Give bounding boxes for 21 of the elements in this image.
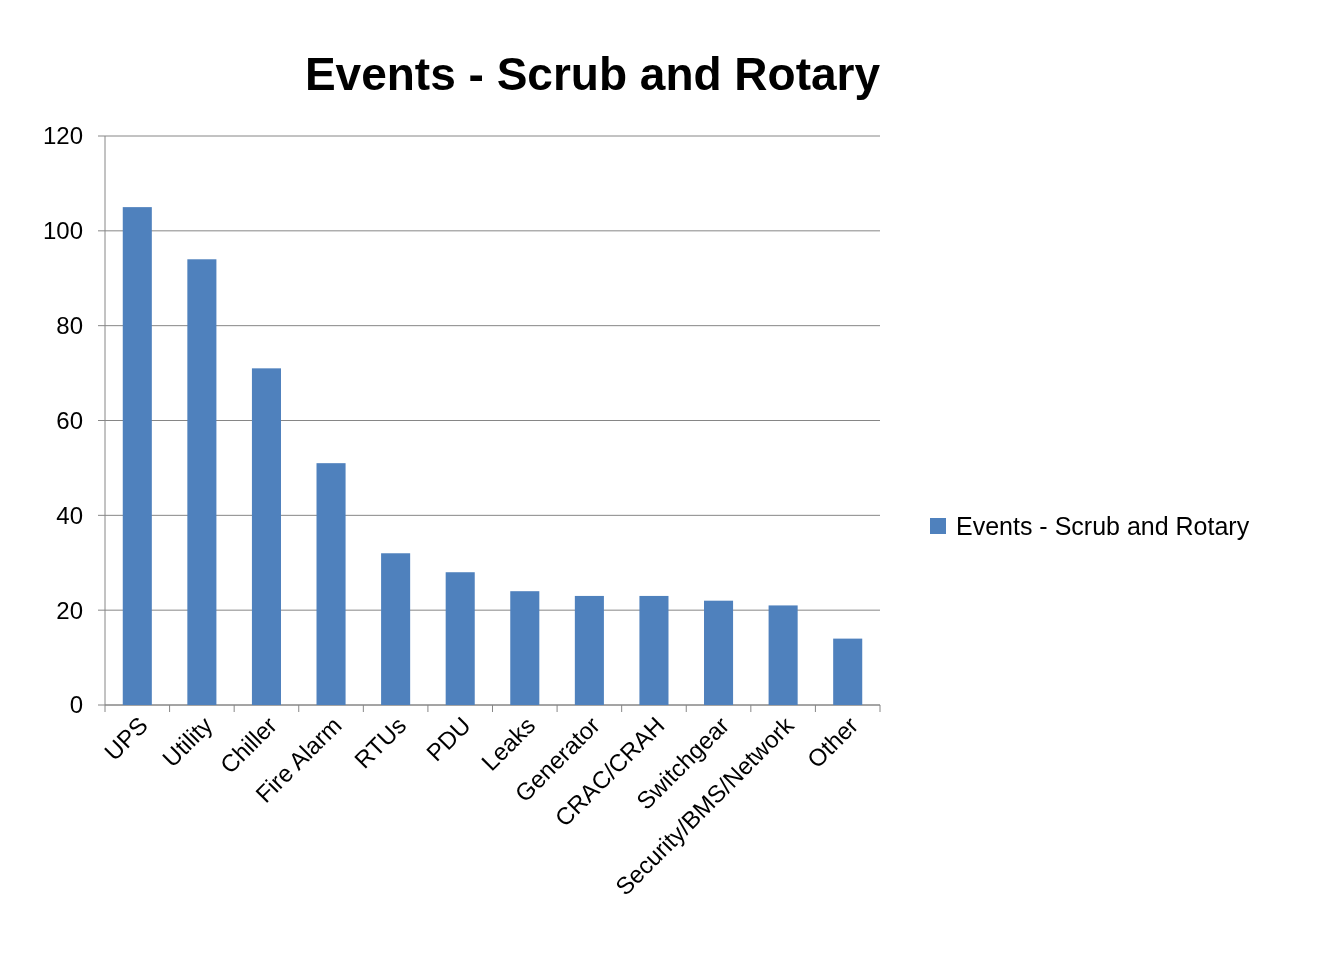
bar (704, 600, 734, 705)
y-tick-label: 80 (56, 312, 83, 340)
legend-label: Events - Scrub and Rotary (956, 511, 1250, 540)
bar (639, 595, 669, 705)
y-tick-label: 100 (42, 217, 83, 245)
bar (122, 207, 152, 705)
y-tick-label: 120 (42, 122, 83, 150)
bar (251, 368, 281, 705)
bar (833, 638, 863, 705)
bar (768, 605, 798, 705)
y-tick-label: 60 (56, 406, 83, 434)
bar (574, 595, 604, 705)
chart-title: Events - Scrub and Rotary (304, 48, 881, 100)
bar (445, 572, 475, 705)
y-tick-label: 20 (56, 596, 83, 624)
bar (510, 591, 540, 705)
y-tick-label: 0 (69, 691, 83, 719)
bar (187, 259, 217, 705)
y-tick-label: 40 (56, 501, 83, 529)
bar (381, 553, 411, 705)
bar (316, 463, 346, 705)
